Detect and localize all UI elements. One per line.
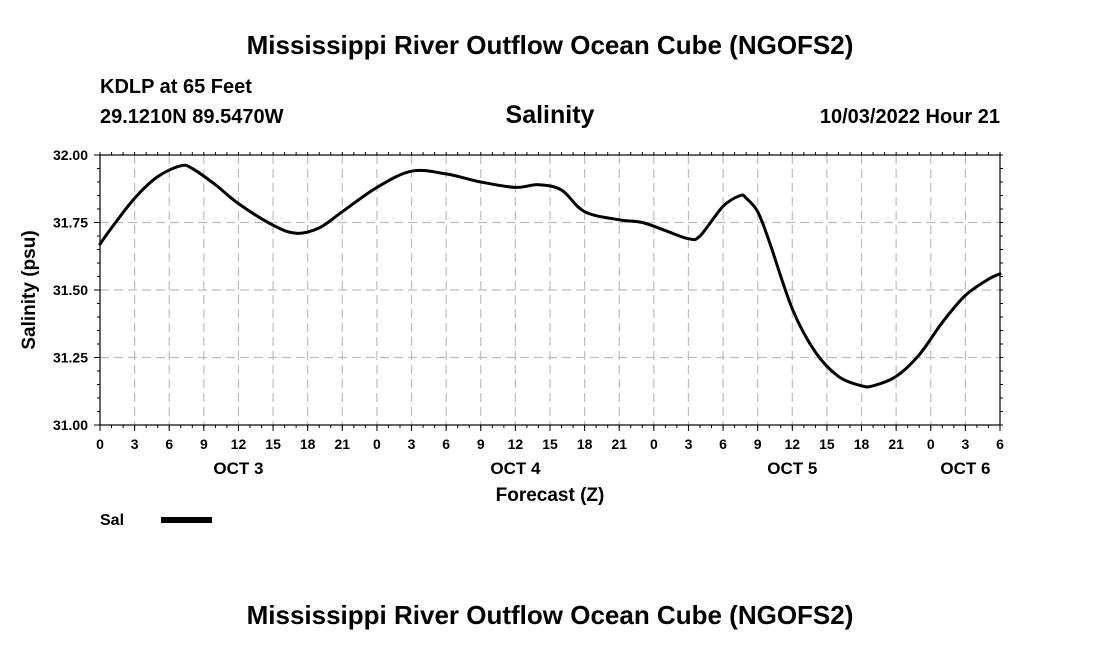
x-tick-label: 6 bbox=[719, 436, 727, 452]
x-tick-label: 15 bbox=[819, 436, 835, 452]
x-tick-label: 0 bbox=[373, 436, 381, 452]
chart-title-bottom: Mississippi River Outflow Ocean Cube (NG… bbox=[246, 600, 854, 630]
x-tick-label: 9 bbox=[477, 436, 485, 452]
x-tick-label: 12 bbox=[508, 436, 524, 452]
day-label: OCT 4 bbox=[490, 459, 541, 478]
x-tick-label: 21 bbox=[335, 436, 351, 452]
series-line-sal bbox=[98, 163, 1002, 389]
x-tick-label: 0 bbox=[650, 436, 658, 452]
x-tick-label: 15 bbox=[542, 436, 558, 452]
y-tick-label: 31.25 bbox=[53, 350, 88, 366]
y-tick-label: 31.00 bbox=[53, 417, 88, 433]
x-tick-label: 18 bbox=[300, 436, 316, 452]
x-tick-label: 15 bbox=[265, 436, 281, 452]
day-labels: OCT 3 OCT 4 OCT 5 OCT 6 bbox=[213, 459, 990, 478]
x-tick-label: 3 bbox=[408, 436, 416, 452]
y-tick-label: 32.00 bbox=[53, 147, 88, 163]
x-tick-label: 21 bbox=[611, 436, 627, 452]
x-tick-label: 3 bbox=[961, 436, 969, 452]
plot-frame bbox=[99, 154, 1001, 426]
x-axis-title: Forecast (Z) bbox=[496, 485, 605, 506]
station-label: KDLP at 65 Feet bbox=[100, 76, 252, 98]
x-tick-label: 3 bbox=[685, 436, 693, 452]
forecast-datetime: 10/03/2022 Hour 21 bbox=[819, 106, 1000, 128]
x-tick-label: 18 bbox=[577, 436, 593, 452]
x-tick-label: 0 bbox=[96, 436, 104, 452]
day-label: OCT 3 bbox=[213, 459, 263, 478]
day-label: OCT 6 bbox=[940, 459, 990, 478]
x-tick-label: 9 bbox=[754, 436, 762, 452]
y-axis-labels: 32.00 31.75 31.50 31.25 31.00 bbox=[53, 147, 88, 433]
x-tick-label: 12 bbox=[231, 436, 247, 452]
x-tick-label: 18 bbox=[854, 436, 870, 452]
chart-title-top: Mississippi River Outflow Ocean Cube (NG… bbox=[246, 30, 854, 60]
axis-ticks bbox=[94, 152, 1003, 431]
x-tick-label: 12 bbox=[785, 436, 801, 452]
x-tick-label: 9 bbox=[200, 436, 208, 452]
grid bbox=[100, 155, 1000, 425]
y-tick-label: 31.50 bbox=[53, 282, 88, 298]
x-tick-label: 21 bbox=[888, 436, 904, 452]
x-tick-label: 3 bbox=[131, 436, 139, 452]
y-tick-label: 31.75 bbox=[53, 215, 88, 231]
y-axis-title: Salinity (psu) bbox=[19, 230, 40, 349]
station-coords: 29.1210N 89.5470W bbox=[100, 106, 284, 128]
legend-label-sal: Sal bbox=[100, 512, 124, 529]
x-tick-label: 6 bbox=[996, 436, 1004, 452]
x-tick-label: 6 bbox=[442, 436, 450, 452]
x-tick-label: 6 bbox=[165, 436, 173, 452]
x-axis-labels: 0 3 6 9 12 15 18 21 0 3 6 9 12 15 18 21 0 3 6 9 12 15 18 21 0 3 6 bbox=[96, 436, 1004, 452]
x-tick-label: 0 bbox=[927, 436, 935, 452]
day-label: OCT 5 bbox=[767, 459, 817, 478]
chart-subtitle: Salinity bbox=[505, 101, 595, 129]
